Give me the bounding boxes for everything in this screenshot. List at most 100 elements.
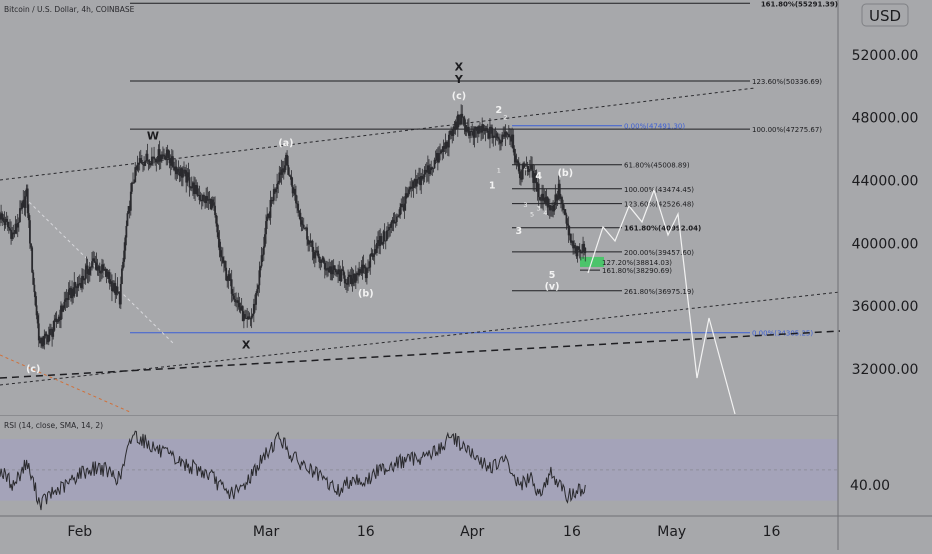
- fib-level-lines: 161.80%(55291.39) 123.60%(50336.69) 100.00…: [130, 0, 838, 338]
- candle-body: [169, 163, 172, 166]
- candle-body: [562, 203, 565, 210]
- candle-body: [23, 199, 26, 208]
- candle-body: [218, 239, 221, 251]
- candle-body: [548, 205, 551, 211]
- candle-body: [217, 232, 220, 240]
- price-pane[interactable]: 161.80%(55291.39) 123.60%(50336.69) 100.00…: [0, 0, 841, 415]
- candle-body: [340, 269, 343, 282]
- fib-level-label: 100.00%(47275.67): [752, 126, 822, 134]
- wave-label: 1: [497, 167, 501, 175]
- candle-body: [502, 134, 505, 136]
- candle-body: [395, 216, 398, 222]
- candle-body: [511, 134, 514, 142]
- candle-body: [499, 139, 501, 144]
- candle-body: [285, 154, 287, 166]
- candle-body: [484, 128, 487, 132]
- time-tick-label: 16: [357, 524, 375, 540]
- candle-body: [343, 275, 346, 284]
- candle-body: [65, 298, 68, 300]
- rsi-tick-label: 40.00: [850, 478, 890, 494]
- candle-body: [137, 163, 140, 165]
- candle-body: [1, 213, 4, 218]
- candle-body: [390, 222, 393, 228]
- candle-body: [389, 227, 392, 228]
- candle-body: [242, 314, 245, 322]
- candle-body: [568, 233, 571, 236]
- rsi-axis[interactable]: 40.00: [850, 478, 890, 494]
- candle-body: [123, 250, 126, 262]
- candle-body: [48, 329, 51, 335]
- currency-label: USD: [869, 7, 901, 25]
- candle-body: [382, 231, 385, 245]
- candle-body: [76, 283, 79, 288]
- candle-body: [530, 165, 532, 169]
- candle-body: [575, 246, 578, 257]
- candle-body: [495, 133, 498, 138]
- candle-body: [295, 194, 297, 204]
- candle-body: [462, 116, 465, 118]
- candle-body: [520, 178, 522, 180]
- candle-body: [413, 179, 416, 182]
- candle-body: [312, 251, 315, 259]
- candle-body: [210, 199, 213, 210]
- candle-body: [109, 281, 112, 284]
- candle-body: [113, 283, 116, 289]
- candle-body: [391, 219, 394, 223]
- candle-body: [9, 228, 11, 231]
- candle-body: [196, 185, 199, 196]
- candle-body: [29, 220, 31, 244]
- candle-body: [68, 287, 71, 290]
- candle-body: [317, 250, 320, 257]
- candle-body: [476, 130, 479, 134]
- currency-button[interactable]: USD: [861, 3, 909, 27]
- candle-body: [118, 292, 121, 305]
- candle-body: [384, 240, 387, 242]
- candle-body: [431, 167, 434, 169]
- candle-body: [102, 264, 104, 270]
- candle-body: [277, 182, 280, 184]
- candle-body: [88, 266, 91, 275]
- candle-body: [352, 273, 355, 279]
- candle-body: [326, 268, 328, 271]
- candle-body: [52, 330, 55, 337]
- candle-body: [507, 134, 510, 138]
- candle-body: [24, 196, 27, 208]
- candle-body: [544, 197, 547, 203]
- candle-body: [307, 239, 310, 245]
- candle-body: [471, 131, 474, 132]
- candle-body: [219, 250, 222, 257]
- candle-body: [542, 193, 545, 201]
- candle-body: [39, 340, 41, 344]
- price-tick-label: 48000.00: [852, 111, 919, 127]
- wave-label: 4: [543, 209, 547, 217]
- candle-body: [474, 126, 477, 130]
- time-axis[interactable]: Feb Mar 16 Apr 16 May 16: [67, 524, 780, 540]
- candle-body: [493, 135, 496, 138]
- candle-body: [50, 328, 52, 330]
- fib-level-label: 61.80%(45008.89): [624, 162, 690, 170]
- candle-body: [299, 212, 302, 221]
- candle-body: [403, 203, 406, 211]
- candle-body: [139, 158, 142, 160]
- candle-body: [146, 153, 149, 161]
- candle-body: [213, 202, 215, 206]
- candle-body: [464, 124, 467, 132]
- candle-body: [337, 269, 339, 275]
- candle-body: [162, 154, 164, 156]
- candle-body: [513, 148, 516, 156]
- candle-body: [367, 267, 369, 269]
- candle-body: [160, 154, 163, 160]
- candle-body: [82, 275, 85, 280]
- price-tick-label: 44000.00: [852, 174, 919, 190]
- price-axis[interactable]: 32000.00 36000.00 40000.00 44000.00 48000.00…: [852, 48, 919, 378]
- candle-body: [566, 223, 569, 226]
- candle-body: [54, 318, 57, 321]
- candle-body: [221, 257, 224, 263]
- candle-body: [505, 131, 508, 135]
- candle-body: [230, 279, 233, 294]
- candle-body: [315, 250, 317, 253]
- candle-body: [454, 121, 457, 131]
- rsi-pane[interactable]: RSI (14, close, SMA, 14, 2): [0, 421, 838, 511]
